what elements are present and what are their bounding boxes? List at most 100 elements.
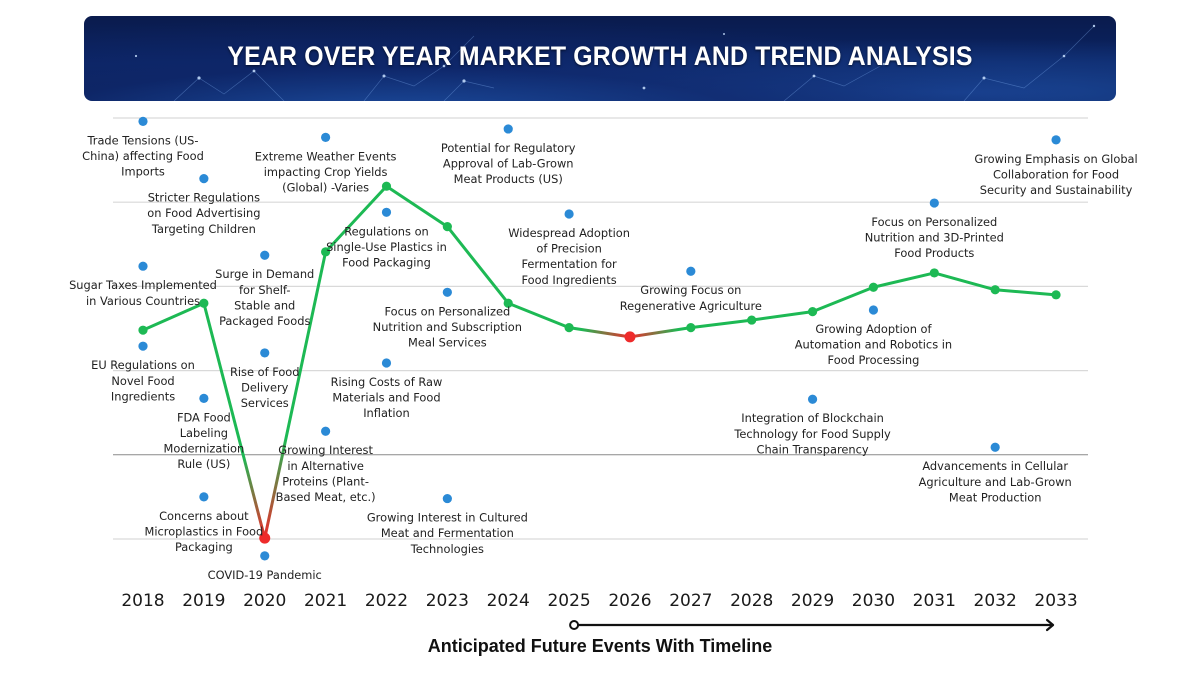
event-label: Food Processing [828,353,920,367]
trend-point [868,282,879,292]
event-label: FDA Food [177,410,231,424]
event-label: Rising Costs of Raw [331,375,443,389]
event-label: Concerns about [159,509,249,523]
event-label: Growing Interest [278,443,373,457]
x-tick-label: 2025 [547,591,590,611]
event-annotation: COVID-19 Pandemic [208,551,322,582]
trend-line-segment [871,271,936,289]
event-label: (Global) -Varies [282,181,369,195]
event-label: Based Meat, etc.) [276,490,376,504]
event-annotation: Advancements in Cellular Agriculture and … [919,442,1072,504]
trend-point [686,323,696,333]
page-title: YEAR OVER YEAR MARKET GROWTH AND TREND A… [227,41,973,71]
event-annotation: Rising Costs of Raw Materials and FoodInf… [331,358,443,420]
event-dot [929,198,939,208]
event-label: Surge in Demand [215,267,314,281]
event-label: Growing Interest in Cultured [367,511,528,525]
event-label: Focus on Personalized [871,215,997,229]
x-tick-label: 2024 [487,591,530,611]
trend-line-segment [932,271,997,292]
event-annotation: Growing Adoption of Automation and Roboti… [795,305,952,367]
event-label: Security and Sustainability [980,183,1133,197]
event-label: Regulations on [344,224,429,238]
future-timeline-label: Anticipated Future Events With Timeline [427,636,773,656]
event-dot [381,358,392,368]
event-label: Novel Food [111,374,174,388]
event-label: Proteins (Plant- [282,474,369,488]
trend-line-segment [202,301,267,540]
event-label: Nutrition and Subscription [373,320,522,334]
trend-point-low [259,532,271,544]
event-label: for Shelf- [239,283,290,297]
event-label: Nutrition and 3D-Printed [865,231,1004,245]
event-label: Targeting Children [151,222,256,236]
trend-point [564,323,574,333]
event-dot [807,394,818,404]
event-label: Meat Production [949,490,1042,504]
event-dot [199,492,209,502]
event-label: Growing Emphasis on Global [974,152,1137,166]
x-tick-label: 2031 [913,591,956,611]
x-tick-label: 2019 [182,591,225,611]
event-label: Regenerative Agriculture [620,299,762,313]
event-dot [990,442,1000,452]
event-label: of Precision [536,242,601,256]
event-label: COVID-19 Pandemic [208,568,322,582]
trend-line-segment [750,310,815,322]
x-tick-label: 2021 [304,591,347,611]
event-label: Materials and Food [332,391,440,405]
event-label: Sugar Taxes Implemented [69,278,217,292]
event-label: Technology for Food Supply [733,427,891,441]
event-label: Food Ingredients [521,273,616,287]
event-label: Technologies [410,542,484,556]
trend-line-segment [445,225,510,305]
event-dot [138,261,148,271]
trend-line-segment [384,184,449,229]
event-label: Ingredients [111,389,175,403]
future-timeline-arrow [569,618,1055,632]
event-dot [564,209,574,219]
arrow-right-icon [1045,618,1055,632]
event-annotation: Widespread Adoption of PrecisionFermentat… [508,209,630,287]
event-label: Packaged Foods [219,314,310,328]
trend-point [381,181,392,191]
trend-line-segment [263,250,328,540]
trend-point [503,298,513,308]
network-background-decoration [134,24,1096,101]
event-label: Potential for Regulatory [441,141,576,155]
trend-point [990,285,1000,295]
event-annotation: Integration of Blockchain Technology for … [733,394,891,456]
event-annotation: Concerns about Microplastics in FoodPacka… [145,492,264,554]
trend-point [807,307,818,317]
event-label: Extreme Weather Events [255,149,397,163]
event-label: Microplastics in Food [145,525,264,539]
event-label: Single-Use Plastics in [326,240,447,254]
trend-line-segment [324,184,388,254]
event-label: in Alternative [287,459,364,473]
trend-point [199,298,209,308]
gridlines [113,117,1088,540]
x-tick-label: 2027 [669,591,712,611]
event-dot [321,132,331,142]
event-dot [260,250,270,260]
x-tick-label: 2029 [791,591,834,611]
trend-line [141,184,1058,540]
event-label: Fermentation for [521,257,617,271]
trend-line-segment [993,288,1058,297]
trend-point [929,268,939,278]
event-dot [138,341,148,351]
event-label: Delivery [241,381,289,395]
trend-line-segment [811,285,875,314]
event-label: Integration of Blockchain [741,411,884,425]
trend-line-segment [689,318,754,330]
event-label: EU Regulations on [91,358,195,372]
trend-line-segment [141,301,206,332]
x-tick-label: 2018 [121,591,164,611]
